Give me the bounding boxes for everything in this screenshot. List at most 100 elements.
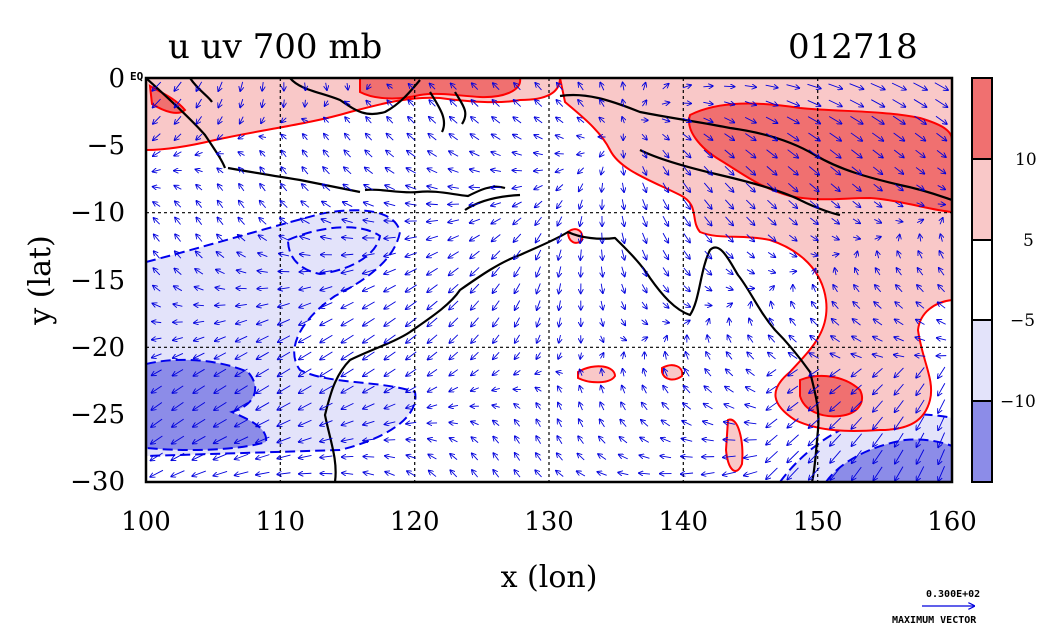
wind-vector: [600, 402, 604, 411]
wind-vector: [916, 367, 925, 377]
wind-vector: [707, 335, 709, 343]
wind-vector: [363, 254, 375, 256]
wind-vector: [301, 201, 310, 208]
wind-vector: [384, 317, 396, 326]
wind-vector: [320, 302, 333, 308]
wind-vector: [939, 268, 945, 276]
wind-vector: [151, 435, 163, 444]
wind-vector: [852, 384, 862, 394]
wind-vector: [683, 304, 691, 307]
wind-vector: [704, 386, 713, 393]
wind-vector: [238, 218, 245, 225]
wind-vector: [662, 166, 669, 174]
wind-vector: [917, 285, 924, 293]
wind-vector: [427, 186, 438, 189]
wind-vector: [428, 386, 438, 392]
wind-vector: [363, 439, 375, 441]
wind-vector: [557, 83, 563, 91]
wind-vector: [363, 269, 375, 274]
wind-vector: [342, 254, 354, 255]
wind-vector: [894, 367, 904, 377]
wind-vector: [428, 151, 437, 157]
wind-vector: [322, 202, 331, 208]
wind-vector: [766, 467, 778, 479]
wind-vector: [808, 132, 819, 141]
wind-vector: [194, 305, 204, 306]
x-tick-label: 130: [524, 507, 574, 537]
wind-vector: [704, 404, 713, 410]
wind-vector: [939, 251, 943, 259]
wind-vector: [195, 269, 204, 275]
wind-vector: [470, 267, 480, 275]
wind-vector: [364, 185, 374, 191]
wind-vector: [830, 401, 841, 411]
wind-vector: [557, 436, 563, 444]
wind-vector: [813, 285, 816, 293]
wind-vector: [874, 319, 883, 326]
wind-vector: [745, 199, 754, 208]
wind-vector: [427, 251, 439, 257]
wind-vector: [892, 99, 906, 107]
wind-vector: [745, 182, 755, 192]
wind-vector: [683, 182, 691, 192]
wind-vector: [493, 421, 500, 426]
wind-vector: [895, 302, 904, 309]
wind-vector: [449, 405, 459, 407]
wind-vector: [409, 84, 415, 90]
wind-vector: [342, 301, 354, 308]
wind-vector: [662, 302, 669, 308]
wind-vector: [558, 403, 561, 411]
wind-vector: [829, 149, 841, 158]
wind-vector: [809, 450, 820, 463]
wind-vector: [641, 337, 648, 340]
wind-vector: [851, 433, 862, 446]
wind-vector: [744, 456, 758, 458]
wind-vector: [299, 473, 312, 474]
wind-vector: [853, 319, 861, 326]
wind-vector: [662, 321, 669, 322]
wind-vector: [876, 268, 881, 276]
wind-vector: [937, 185, 945, 189]
wind-vector: [323, 184, 331, 191]
wind-vector: [766, 166, 777, 174]
wind-vector: [643, 83, 645, 91]
wind-vector: [642, 386, 646, 394]
wind-vector: [514, 470, 521, 478]
wind-vector: [262, 99, 264, 107]
wind-vector: [513, 201, 522, 207]
wind-vector: [153, 98, 161, 107]
wind-vector: [787, 132, 798, 140]
wind-vector: [849, 99, 863, 107]
wind-vector: [770, 319, 775, 326]
wind-vector: [472, 470, 479, 478]
wind-vector: [363, 351, 375, 360]
wind-vector: [152, 338, 162, 340]
wind-vector: [769, 335, 776, 343]
wind-vector: [622, 232, 624, 243]
wind-vector: [344, 167, 352, 175]
wind-vector: [725, 251, 733, 258]
wind-vector: [428, 351, 438, 360]
wind-vector: [195, 169, 203, 171]
wind-vector: [427, 300, 438, 309]
wind-vector: [303, 134, 308, 141]
wind-vector: [915, 167, 924, 173]
wind-vector: [683, 320, 690, 323]
wind-vector: [788, 369, 798, 375]
wind-vector: [811, 319, 818, 326]
wind-vector: [196, 81, 203, 91]
wind-vector: [428, 405, 438, 408]
wind-vector: [580, 352, 581, 359]
wind-vector: [787, 450, 799, 462]
wind-vector: [492, 405, 500, 407]
wind-vector: [196, 98, 202, 107]
wind-vector: [173, 369, 184, 376]
wind-vector: [299, 271, 311, 272]
wind-vector: [786, 84, 800, 88]
wind-vector: [240, 116, 243, 124]
wind-vector: [342, 237, 354, 238]
wind-vector: [662, 420, 671, 427]
wind-vector: [384, 268, 396, 274]
wind-vector: [385, 203, 396, 206]
wind-vector: [428, 334, 438, 343]
